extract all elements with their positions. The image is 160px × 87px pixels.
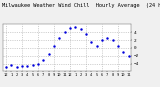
Text: Milwaukee Weather Wind Chill  Hourly Average  (24 Hours): Milwaukee Weather Wind Chill Hourly Aver… <box>2 3 160 8</box>
